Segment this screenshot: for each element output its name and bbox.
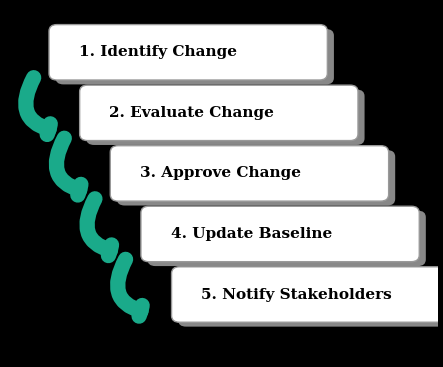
- FancyBboxPatch shape: [141, 206, 419, 262]
- FancyBboxPatch shape: [49, 25, 327, 80]
- FancyBboxPatch shape: [178, 271, 443, 327]
- FancyBboxPatch shape: [171, 267, 443, 322]
- FancyBboxPatch shape: [55, 29, 334, 84]
- Text: 4. Update Baseline: 4. Update Baseline: [171, 227, 332, 241]
- Text: 5. Notify Stakeholders: 5. Notify Stakeholders: [201, 287, 392, 302]
- Text: 1. Identify Change: 1. Identify Change: [79, 45, 237, 59]
- FancyBboxPatch shape: [117, 150, 395, 206]
- Text: 3. Approve Change: 3. Approve Change: [140, 166, 301, 181]
- Text: 2. Evaluate Change: 2. Evaluate Change: [109, 106, 274, 120]
- FancyBboxPatch shape: [86, 90, 365, 145]
- FancyBboxPatch shape: [110, 146, 389, 201]
- FancyBboxPatch shape: [148, 211, 426, 266]
- FancyBboxPatch shape: [80, 85, 358, 141]
